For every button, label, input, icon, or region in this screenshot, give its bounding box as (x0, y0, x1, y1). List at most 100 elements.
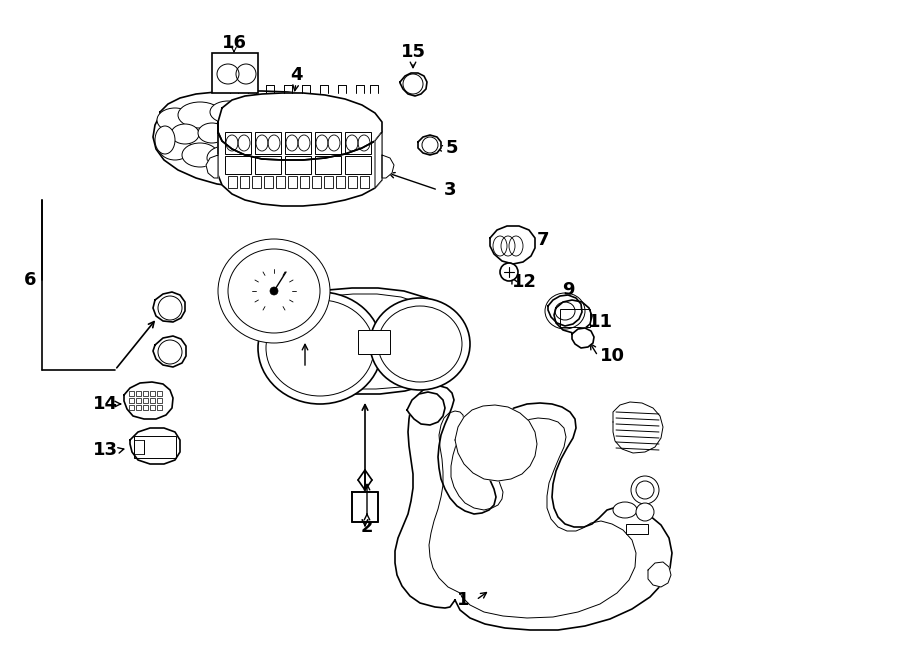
Bar (626, 524, 648, 534)
Text: 2: 2 (361, 518, 374, 536)
Bar (150, 405, 155, 410)
Polygon shape (153, 292, 185, 322)
Bar (225, 156, 251, 174)
Text: 5: 5 (446, 139, 458, 157)
Polygon shape (206, 155, 218, 178)
Bar (150, 391, 155, 396)
Text: 7: 7 (536, 231, 549, 249)
Polygon shape (418, 135, 441, 155)
Ellipse shape (631, 476, 659, 504)
Bar (348, 176, 357, 188)
Ellipse shape (259, 149, 291, 173)
Bar (560, 309, 590, 327)
Bar (212, 53, 258, 93)
Bar (336, 176, 345, 188)
Bar (136, 405, 141, 410)
Ellipse shape (258, 292, 382, 404)
Bar (345, 132, 371, 154)
Bar (315, 156, 341, 174)
Text: 12: 12 (511, 273, 536, 291)
Ellipse shape (198, 123, 226, 143)
Bar (129, 405, 134, 410)
Polygon shape (572, 328, 594, 348)
Bar (264, 176, 273, 188)
Bar (358, 330, 390, 354)
Polygon shape (455, 405, 537, 481)
Ellipse shape (210, 101, 246, 123)
Ellipse shape (237, 100, 273, 122)
Bar (136, 398, 141, 403)
Text: 8: 8 (299, 369, 311, 387)
Ellipse shape (218, 239, 330, 343)
Bar (360, 176, 369, 188)
Polygon shape (395, 386, 672, 630)
Bar (134, 440, 144, 454)
Ellipse shape (293, 103, 329, 125)
Ellipse shape (360, 128, 380, 152)
Bar (324, 176, 333, 188)
Ellipse shape (342, 113, 374, 135)
Polygon shape (153, 336, 186, 367)
Bar (288, 176, 297, 188)
Bar (352, 492, 378, 522)
Bar (134, 436, 176, 458)
Polygon shape (218, 93, 382, 160)
Bar (143, 398, 148, 403)
Polygon shape (382, 155, 394, 178)
Polygon shape (490, 226, 535, 264)
Polygon shape (613, 402, 663, 453)
Ellipse shape (422, 137, 438, 153)
Text: 15: 15 (400, 43, 426, 61)
Polygon shape (648, 562, 671, 587)
Text: 4: 4 (290, 66, 302, 84)
Bar (136, 391, 141, 396)
Polygon shape (400, 73, 427, 96)
Text: 14: 14 (93, 395, 118, 413)
Ellipse shape (182, 143, 218, 167)
Ellipse shape (636, 503, 654, 521)
Ellipse shape (309, 148, 341, 172)
Bar (345, 156, 371, 174)
Ellipse shape (265, 101, 301, 123)
Text: 10: 10 (599, 347, 625, 365)
Bar (312, 176, 321, 188)
Bar (315, 132, 341, 154)
Text: 1: 1 (456, 591, 469, 609)
Bar (157, 398, 162, 403)
Ellipse shape (370, 298, 470, 390)
Bar (255, 132, 281, 154)
Ellipse shape (613, 502, 637, 518)
Ellipse shape (284, 149, 316, 173)
Text: 13: 13 (93, 441, 118, 459)
Bar (300, 176, 309, 188)
Ellipse shape (207, 146, 243, 170)
Ellipse shape (178, 102, 222, 128)
Text: 9: 9 (562, 281, 574, 299)
Ellipse shape (158, 296, 182, 320)
Text: 16: 16 (221, 34, 247, 52)
Bar (285, 156, 311, 174)
Bar (157, 405, 162, 410)
Polygon shape (218, 122, 382, 206)
Polygon shape (153, 91, 378, 188)
Bar (225, 132, 251, 154)
Polygon shape (124, 382, 173, 419)
Bar (252, 176, 261, 188)
Polygon shape (407, 392, 445, 425)
Ellipse shape (500, 263, 518, 281)
Bar (157, 391, 162, 396)
Ellipse shape (636, 481, 654, 499)
Bar (255, 156, 281, 174)
Bar (143, 405, 148, 410)
Polygon shape (554, 300, 592, 333)
Polygon shape (265, 288, 466, 394)
Ellipse shape (158, 340, 182, 364)
Ellipse shape (270, 287, 278, 295)
Text: 11: 11 (588, 313, 613, 331)
Ellipse shape (155, 126, 175, 154)
Bar (150, 398, 155, 403)
Text: 3: 3 (444, 181, 456, 199)
Bar (228, 176, 237, 188)
Ellipse shape (159, 136, 191, 160)
Bar (129, 398, 134, 403)
